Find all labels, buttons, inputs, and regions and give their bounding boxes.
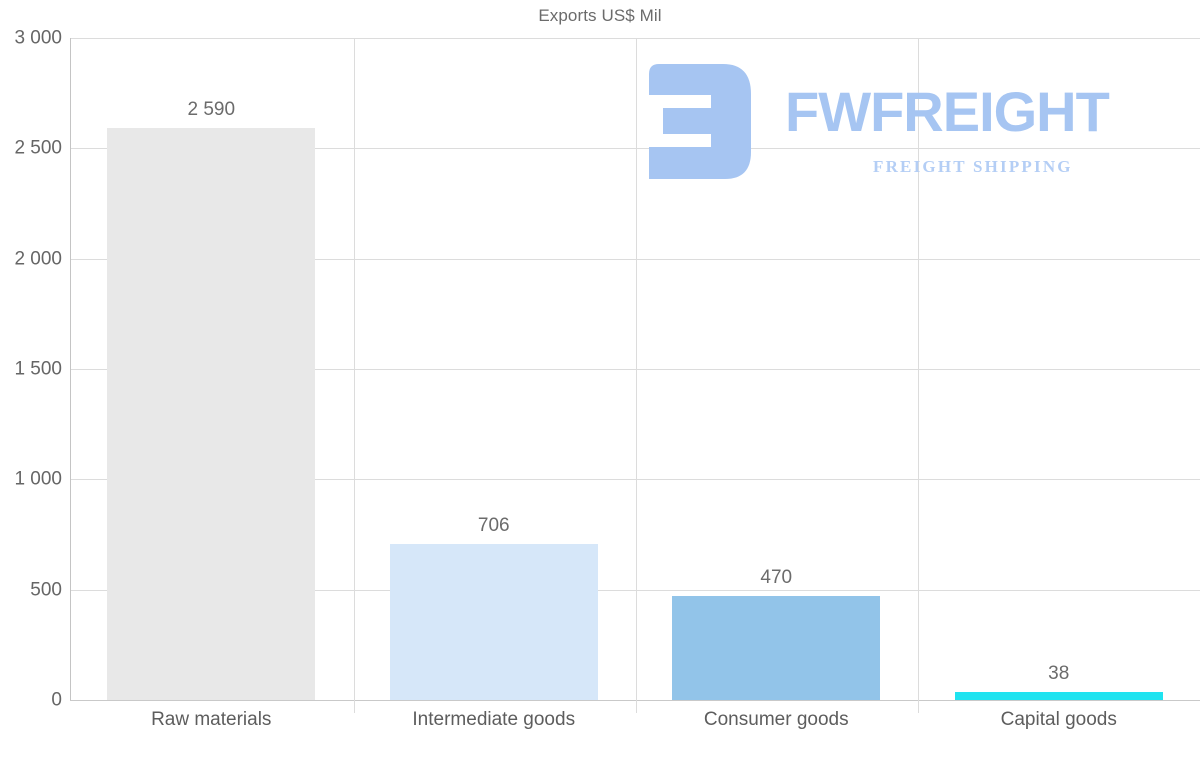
y-tick-label: 1 500 (14, 358, 62, 380)
x-axis-label: Consumer goods (703, 709, 849, 730)
y-tick-label: 2 500 (14, 137, 62, 159)
gridline-500 (70, 589, 1200, 591)
bar-value-label: 2 590 (187, 99, 236, 121)
gridline-2000 (70, 258, 1200, 260)
plot-area (70, 38, 1200, 701)
x-axis-label: Intermediate goods (412, 709, 576, 730)
category-divider-1 (354, 38, 355, 713)
chart-title: Exports US$ Mil (538, 6, 662, 25)
x-axis-label: Capital goods (1000, 709, 1117, 730)
y-tick-label: 2 000 (14, 248, 62, 270)
y-tick-label: 500 (30, 579, 62, 601)
gridline-0 (70, 700, 1200, 701)
x-axis-label: Raw materials (151, 709, 272, 730)
bar-consumer-goods[interactable] (672, 596, 881, 700)
y-tick-label: 1 000 (14, 468, 62, 490)
gridline-1000 (70, 479, 1200, 481)
y-axis-line (70, 38, 71, 700)
y-tick-label: 3 000 (14, 27, 62, 49)
bar-capital-goods[interactable] (954, 691, 1163, 700)
bar-value-label: 38 (1048, 662, 1070, 684)
bar-intermediate-goods[interactable] (389, 544, 598, 700)
category-divider-2 (636, 38, 637, 713)
bar-raw-materials[interactable] (107, 128, 316, 700)
gridline-2500 (70, 148, 1200, 150)
gridline-3000 (70, 38, 1200, 39)
y-tick-label: 0 (51, 689, 62, 711)
category-divider-3 (918, 38, 919, 713)
gridline-1500 (70, 369, 1200, 370)
bar-value-label: 706 (477, 515, 510, 537)
bar-value-label: 470 (760, 567, 793, 589)
